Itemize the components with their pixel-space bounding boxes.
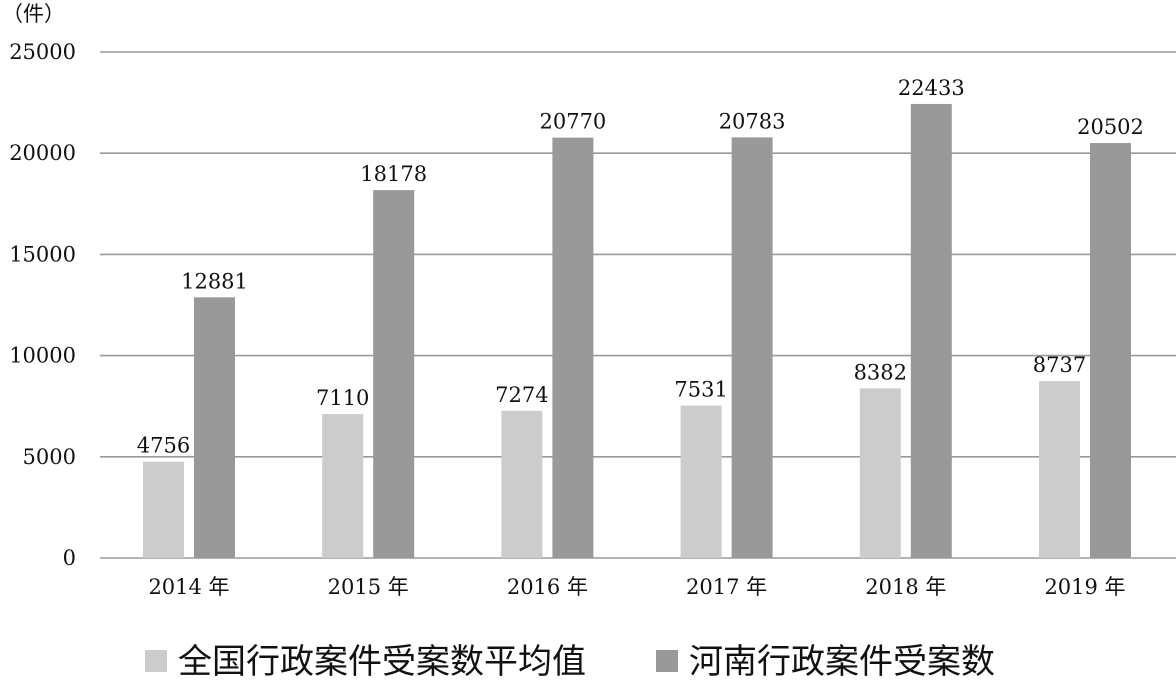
legend-label: 全国行政案件受案数平均值: [178, 642, 586, 680]
y-tick-label: 25000: [9, 40, 76, 64]
legend-swatch: [656, 650, 678, 672]
legend-label: 河南行政案件受案数: [689, 642, 995, 680]
legend-swatch: [145, 650, 167, 672]
bar-henan: [910, 103, 952, 558]
data-label: 7110: [316, 386, 369, 410]
bars: [143, 103, 1131, 559]
x-axis-ticks: 2014 年 2015 年 2016 年 2017 年 2018 年 2019 年: [148, 575, 1125, 599]
bar-henan: [552, 137, 594, 558]
bar-henan: [194, 297, 235, 558]
data-label: 20783: [719, 109, 786, 133]
bar-national-average: [1039, 381, 1080, 558]
x-tick-label: 2017 年: [686, 575, 767, 599]
x-tick-label: 2016 年: [507, 575, 588, 599]
y-axis-ticks: 0 5000 10000 15000 20000 25000: [9, 40, 76, 570]
x-tick-label: 2014 年: [148, 575, 229, 599]
bar-henan: [1090, 143, 1131, 558]
bar-national-average: [680, 405, 722, 558]
data-label: 7274: [495, 383, 548, 407]
bar-henan: [373, 190, 415, 559]
y-tick-label: 10000: [9, 344, 76, 368]
bar-national-average: [322, 414, 364, 558]
data-label: 4756: [137, 434, 190, 458]
data-label: 8737: [1033, 353, 1086, 377]
bar-henan: [731, 137, 773, 558]
y-axis-unit-label: （件）: [2, 2, 65, 26]
gridlines: [100, 51, 1176, 559]
y-tick-label: 15000: [9, 242, 76, 266]
data-label: 20770: [539, 110, 606, 134]
bar-national-average: [859, 388, 901, 558]
x-tick-label: 2018 年: [865, 575, 946, 599]
y-tick-label: 20000: [9, 141, 76, 165]
x-tick-label: 2019 年: [1044, 575, 1125, 599]
bar-national-average: [143, 461, 184, 558]
bar-national-average: [501, 410, 543, 558]
legend: 全国行政案件受案数平均值 河南行政案件受案数: [145, 642, 995, 680]
y-tick-label: 0: [63, 546, 76, 570]
data-label: 20502: [1077, 115, 1144, 139]
data-label: 18178: [360, 162, 427, 186]
data-labels: 4756 12881 7110 18178 7274 20770 7531 20783 8382…: [137, 76, 1144, 458]
data-label: 7531: [674, 378, 727, 402]
y-tick-label: 5000: [23, 445, 76, 469]
x-tick-label: 2015 年: [328, 575, 409, 599]
data-label: 8382: [854, 360, 907, 384]
data-label: 12881: [181, 269, 248, 293]
data-label: 22433: [898, 76, 965, 100]
